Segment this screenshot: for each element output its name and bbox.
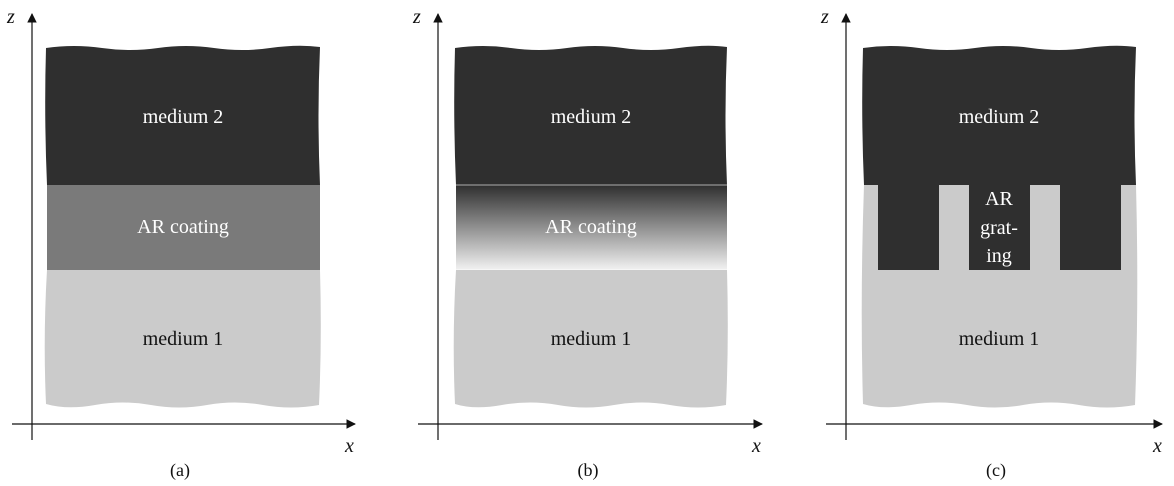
ar-grating-label-line-3: ing bbox=[986, 245, 1012, 267]
axes-b: z x bbox=[412, 6, 763, 457]
axes-a: z x bbox=[6, 6, 356, 457]
panel-a: z x medium 2 AR coating medium 1 (a) bbox=[6, 6, 356, 481]
medium-1-label-b: medium 1 bbox=[551, 328, 632, 350]
medium-1-label-c: medium 1 bbox=[959, 328, 1040, 350]
medium-2-region-c bbox=[862, 45, 1136, 185]
medium-1-region-a bbox=[44, 270, 321, 408]
ar-grating-label-line-2: grat- bbox=[980, 217, 1018, 239]
panel-c: z x medium 2 AR grat- ing medium 1 (c) bbox=[820, 6, 1163, 481]
caption-c: (c) bbox=[986, 460, 1006, 481]
grating-ridge-3 bbox=[1060, 185, 1121, 270]
ar-coating-layer-b bbox=[456, 185, 727, 270]
axes-c: z x bbox=[820, 6, 1163, 457]
medium-2-label-a: medium 2 bbox=[143, 106, 224, 128]
x-axis-label-c: x bbox=[1152, 435, 1162, 457]
medium-1-label-a: medium 1 bbox=[143, 328, 224, 350]
medium-2-label-c: medium 2 bbox=[959, 106, 1040, 128]
panel-b: z x medium 2 AR coating medium 1 (b) bbox=[412, 6, 763, 481]
z-axis-label-c: z bbox=[820, 6, 829, 28]
caption-b: (b) bbox=[578, 460, 599, 481]
medium-2-label-b: medium 2 bbox=[551, 106, 632, 128]
ar-coating-label-b: AR coating bbox=[545, 216, 637, 238]
ar-coating-label-a: AR coating bbox=[137, 216, 229, 238]
grating-ridge-2 bbox=[969, 185, 1030, 270]
grating-ridge-1 bbox=[878, 185, 939, 270]
medium-2-region-a bbox=[45, 45, 320, 185]
ar-grating-label-line-1: AR bbox=[985, 188, 1013, 210]
x-axis-label-b: x bbox=[751, 435, 761, 457]
ar-coating-layer-a bbox=[47, 185, 320, 270]
x-axis-label-a: x bbox=[344, 435, 354, 457]
medium-1-region-b bbox=[453, 270, 728, 408]
z-axis-label-b: z bbox=[412, 6, 421, 28]
z-axis-label-a: z bbox=[6, 6, 15, 28]
medium-2-region-b bbox=[454, 45, 727, 185]
caption-a: (a) bbox=[170, 460, 190, 481]
